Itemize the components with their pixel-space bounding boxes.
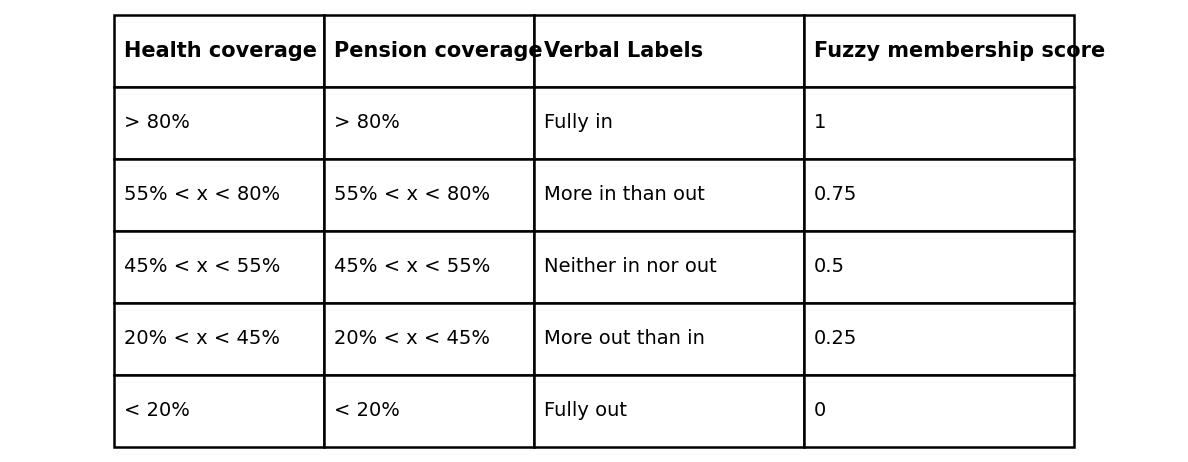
Text: < 20%: < 20% [124, 401, 190, 420]
Text: Fuzzy membership score: Fuzzy membership score [814, 41, 1105, 61]
Bar [804, 159, 1074, 231]
Bar [114, 375, 324, 447]
Bar [114, 159, 324, 231]
Text: More out than in: More out than in [544, 329, 704, 348]
Bar [804, 231, 1074, 303]
Bar [533, 303, 804, 375]
Text: 20% < x < 45%: 20% < x < 45% [334, 329, 489, 348]
Bar [324, 231, 533, 303]
Bar [533, 231, 804, 303]
Bar [114, 231, 324, 303]
Text: More in than out: More in than out [544, 186, 704, 205]
Bar [324, 15, 533, 87]
Text: < 20%: < 20% [334, 401, 400, 420]
Text: Fully out: Fully out [544, 401, 627, 420]
Text: 1: 1 [814, 114, 827, 133]
Text: 0: 0 [814, 401, 826, 420]
Bar [533, 87, 804, 159]
Bar [804, 87, 1074, 159]
Text: 0.5: 0.5 [814, 257, 845, 276]
Bar [533, 15, 804, 87]
Bar [324, 303, 533, 375]
Bar [324, 159, 533, 231]
Text: 20% < x < 45%: 20% < x < 45% [124, 329, 280, 348]
Text: 0.25: 0.25 [814, 329, 858, 348]
Text: Fully in: Fully in [544, 114, 613, 133]
Bar [324, 375, 533, 447]
Text: Neither in nor out: Neither in nor out [544, 257, 716, 276]
Bar [533, 375, 804, 447]
Bar [114, 15, 324, 87]
Bar [114, 87, 324, 159]
Text: 55% < x < 80%: 55% < x < 80% [124, 186, 280, 205]
Bar [804, 375, 1074, 447]
Text: Health coverage: Health coverage [124, 41, 317, 61]
Text: > 80%: > 80% [124, 114, 190, 133]
Text: 45% < x < 55%: 45% < x < 55% [334, 257, 491, 276]
Bar [804, 15, 1074, 87]
Text: 55% < x < 80%: 55% < x < 80% [334, 186, 491, 205]
Text: Pension coverage: Pension coverage [334, 41, 543, 61]
Text: Verbal Labels: Verbal Labels [544, 41, 703, 61]
Text: > 80%: > 80% [334, 114, 400, 133]
Bar [114, 303, 324, 375]
Bar [324, 87, 533, 159]
Text: 0.75: 0.75 [814, 186, 858, 205]
Bar [804, 303, 1074, 375]
Text: 45% < x < 55%: 45% < x < 55% [124, 257, 280, 276]
Bar [533, 159, 804, 231]
